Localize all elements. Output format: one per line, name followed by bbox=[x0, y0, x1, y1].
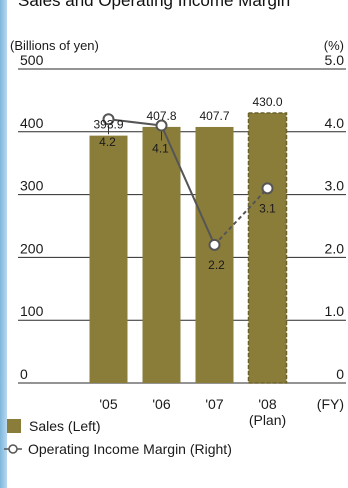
margin-point bbox=[208, 238, 221, 251]
margin-segment-dashed bbox=[213, 187, 269, 246]
left-tick-label: 0 bbox=[20, 366, 28, 382]
bar bbox=[195, 126, 234, 383]
margin-line bbox=[102, 113, 274, 251]
left-axis-unit: (Billions of yen) bbox=[10, 38, 99, 53]
margin-value-label: 4.1 bbox=[152, 142, 169, 156]
bar-value-label: 407.7 bbox=[199, 109, 229, 123]
right-tick-label: 1.0 bbox=[325, 303, 345, 319]
sales-bars bbox=[89, 112, 288, 384]
bar-value-label: 393.9 bbox=[93, 118, 123, 132]
line-marker-icon bbox=[4, 444, 22, 454]
bar bbox=[142, 126, 181, 383]
right-tick-label: 2.0 bbox=[325, 240, 345, 256]
right-tick-label: 3.0 bbox=[325, 178, 345, 194]
legend-item-margin: Operating Income Margin (Right) bbox=[4, 441, 232, 457]
left-tick-label: 400 bbox=[20, 115, 44, 131]
sales-margin-chart: 0 0 100 1.0 200 2.0 300 3.0 400 4.0 500 5.0 (Billion… bbox=[10, 38, 346, 428]
left-tick-label: 500 bbox=[20, 52, 44, 68]
legend-label-margin: Operating Income Margin (Right) bbox=[28, 441, 232, 457]
x-tick-label: '08 bbox=[258, 396, 276, 412]
x-tick-label: '05 bbox=[99, 396, 117, 412]
margin-point bbox=[102, 113, 115, 126]
x-tick-sublabel: (Plan) bbox=[249, 412, 286, 428]
x-axis-unit: (FY) bbox=[317, 396, 344, 412]
accent-bar bbox=[0, 0, 7, 488]
margin-point bbox=[155, 119, 168, 132]
right-tick-label: 4.0 bbox=[325, 115, 345, 131]
right-tick-label: 0 bbox=[336, 366, 344, 382]
margin-segment bbox=[108, 118, 162, 127]
x-tick-label: '06 bbox=[152, 396, 170, 412]
margin-segment bbox=[160, 125, 216, 246]
sales-swatch bbox=[7, 419, 21, 433]
legend-item-sales: Sales (Left) bbox=[4, 418, 101, 434]
bar-value-label: 430.0 bbox=[252, 95, 282, 109]
legend-label-sales: Sales (Left) bbox=[29, 418, 101, 434]
margin-value-label: 2.2 bbox=[208, 258, 225, 272]
grid-lines bbox=[18, 68, 346, 384]
bar-value-label: 407.8 bbox=[146, 109, 176, 123]
margin-value-label: 4.2 bbox=[99, 135, 116, 149]
right-axis-unit: (%) bbox=[324, 38, 344, 53]
chart-text: 0 0 100 1.0 200 2.0 300 3.0 400 4.0 500 5.0 (Billion… bbox=[10, 38, 344, 428]
right-tick-label: 5.0 bbox=[325, 52, 345, 68]
left-tick-label: 300 bbox=[20, 178, 44, 194]
margin-point bbox=[261, 182, 274, 195]
chart-title: Sales and Operating Income Margin bbox=[18, 0, 291, 10]
x-tick-label: '07 bbox=[205, 396, 223, 412]
margin-value-label: 3.1 bbox=[259, 201, 276, 215]
bar-plan bbox=[247, 112, 288, 384]
left-tick-label: 200 bbox=[20, 240, 44, 256]
left-tick-label: 100 bbox=[20, 303, 44, 319]
bar bbox=[89, 135, 128, 383]
